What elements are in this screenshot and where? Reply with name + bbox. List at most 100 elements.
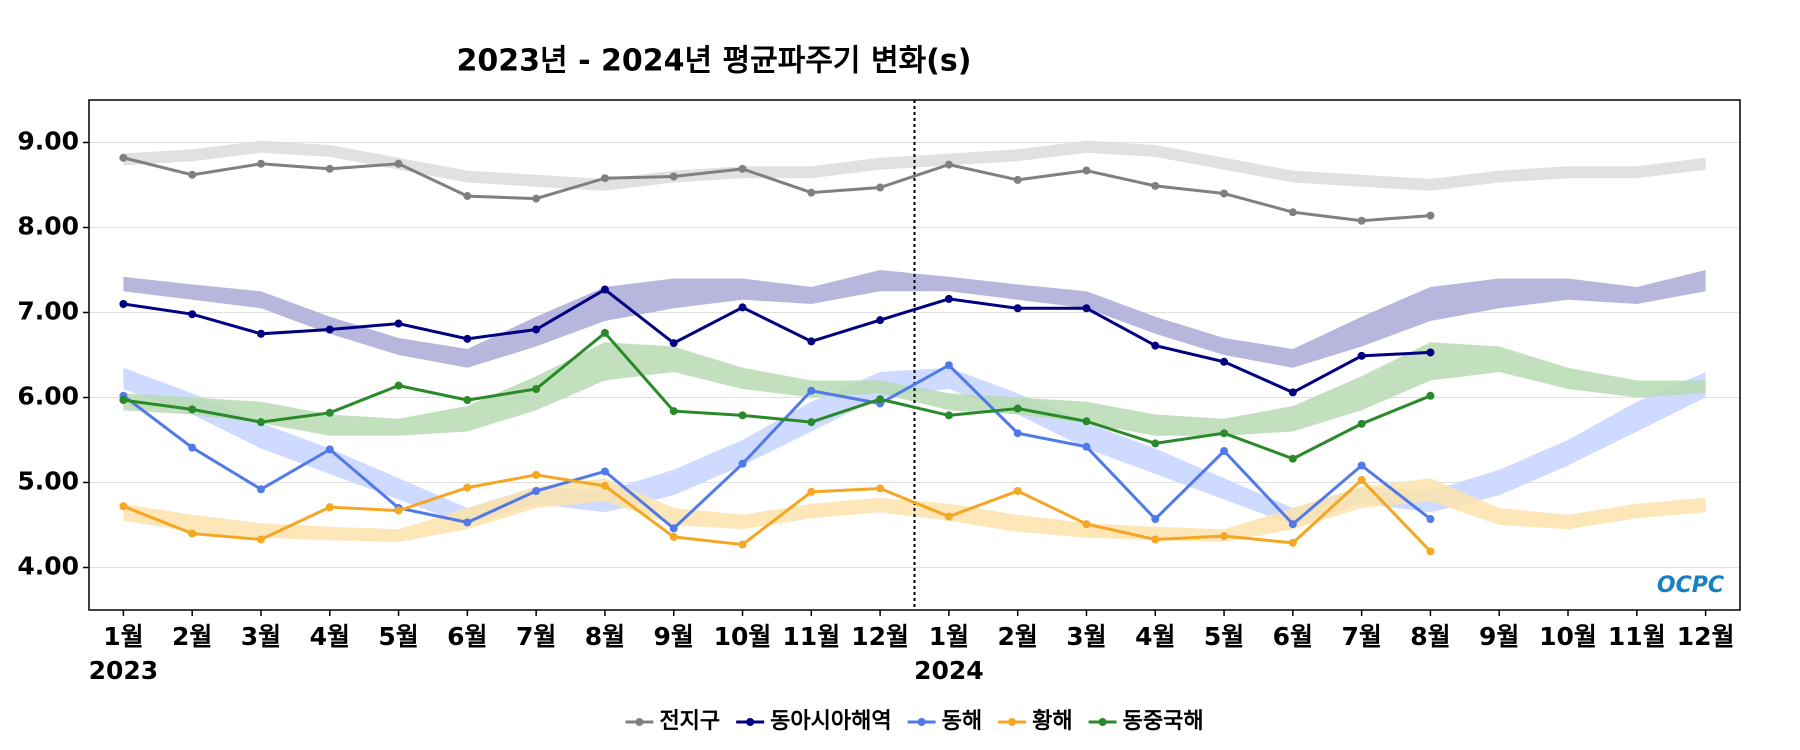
legend-item: 동아시아해역: [736, 709, 892, 734]
legend-label: 동아시아해역: [770, 709, 891, 734]
legend-item: 전지구: [625, 709, 720, 734]
series-point: [1082, 166, 1091, 175]
series-point: [876, 183, 885, 192]
series-point: [600, 467, 609, 476]
series-point: [1082, 520, 1091, 529]
series-point: [944, 361, 953, 370]
x-year-label: 2023: [89, 656, 159, 685]
x-tick-label: 4월: [310, 622, 350, 651]
series-point: [1220, 189, 1229, 198]
legend-swatch-dot: [746, 718, 755, 726]
x-tick-label: 10월: [714, 622, 772, 651]
x-tick-label: 11월: [1608, 622, 1666, 651]
series-point: [256, 535, 265, 544]
legend-item: 동중국해: [1088, 709, 1204, 734]
series-point: [1426, 391, 1435, 400]
series-point: [532, 194, 541, 203]
series-point: [463, 334, 472, 343]
x-tick-label: 2월: [997, 622, 1037, 651]
series-point: [1013, 429, 1022, 438]
x-tick-label: 1월: [103, 622, 143, 651]
series-point: [256, 329, 265, 338]
series-point: [325, 408, 334, 417]
series-point: [463, 396, 472, 405]
series-point: [532, 325, 541, 334]
series-point: [944, 411, 953, 420]
series-point: [1151, 515, 1160, 524]
series-point: [1357, 419, 1366, 428]
series-point: [876, 395, 885, 404]
series-point: [807, 337, 816, 346]
series-point: [188, 310, 197, 319]
series-point: [394, 159, 403, 168]
series-point: [1013, 175, 1022, 184]
x-tick-label: 7월: [516, 622, 556, 651]
series-point: [532, 385, 541, 393]
y-tick-label: 5.00: [17, 467, 79, 496]
series-point: [1357, 216, 1366, 225]
x-tick-label: 2월: [172, 622, 212, 651]
legend-swatch-dot: [635, 718, 644, 726]
series-point: [669, 532, 678, 541]
series-point: [669, 172, 678, 181]
series-point: [1151, 535, 1160, 544]
series-point: [807, 418, 816, 427]
series-point: [1151, 439, 1160, 448]
series-point: [1013, 404, 1022, 413]
series-point: [463, 483, 472, 492]
x-tick-label: 5월: [1204, 622, 1244, 651]
x-tick-label: 5월: [378, 622, 418, 651]
series-point: [944, 160, 953, 169]
series-point: [1288, 520, 1297, 529]
series-point: [600, 285, 609, 294]
series-point: [807, 386, 816, 395]
series-point: [325, 325, 334, 334]
series-point: [1220, 447, 1229, 456]
series-point: [876, 316, 885, 325]
series-point: [532, 470, 541, 479]
series-point: [738, 459, 747, 468]
x-tick-label: 9월: [654, 622, 694, 651]
series-point: [738, 411, 747, 420]
series-point: [944, 512, 953, 521]
series-point: [119, 502, 128, 511]
plot-frame: [88, 99, 1741, 611]
series-point: [394, 506, 403, 515]
series-point: [807, 487, 816, 496]
series-point: [1013, 487, 1022, 495]
x-tick-label: 4월: [1135, 622, 1175, 651]
series-point: [738, 164, 747, 173]
series-point: [463, 518, 472, 527]
series-point: [669, 407, 678, 416]
x-tick-label: 3월: [1066, 622, 1106, 651]
series-point: [188, 405, 197, 414]
series-point: [188, 529, 197, 538]
series-point: [1426, 211, 1435, 220]
legend-label: 전지구: [659, 709, 720, 734]
series-point: [1151, 181, 1160, 190]
series-point: [1013, 304, 1022, 313]
series-point: [1082, 442, 1091, 451]
x-tick-label: 12월: [1677, 622, 1735, 651]
series-point: [600, 328, 609, 337]
x-tick-label: 3월: [241, 622, 281, 651]
y-tick-label: 4.00: [17, 552, 79, 581]
y-tick-label: 9.00: [17, 127, 79, 156]
series-point: [600, 481, 609, 490]
series-point: [532, 487, 541, 495]
series-point: [325, 445, 334, 454]
x-tick-label: 11월: [782, 622, 840, 651]
legend-item: 황해: [998, 709, 1073, 734]
x-tick-label: 1월: [929, 622, 969, 651]
x-tick-label: 6월: [1273, 622, 1313, 651]
series-point: [1220, 429, 1229, 438]
band: [123, 270, 1706, 368]
series-point: [1151, 341, 1160, 350]
series-point: [1357, 475, 1366, 484]
legend-swatch-dot: [1008, 718, 1017, 726]
x-tick-label: 10월: [1539, 622, 1597, 651]
series-point: [600, 174, 609, 183]
legend-swatch-dot: [1098, 718, 1107, 726]
series-point: [807, 188, 816, 197]
series-point: [1220, 357, 1229, 366]
